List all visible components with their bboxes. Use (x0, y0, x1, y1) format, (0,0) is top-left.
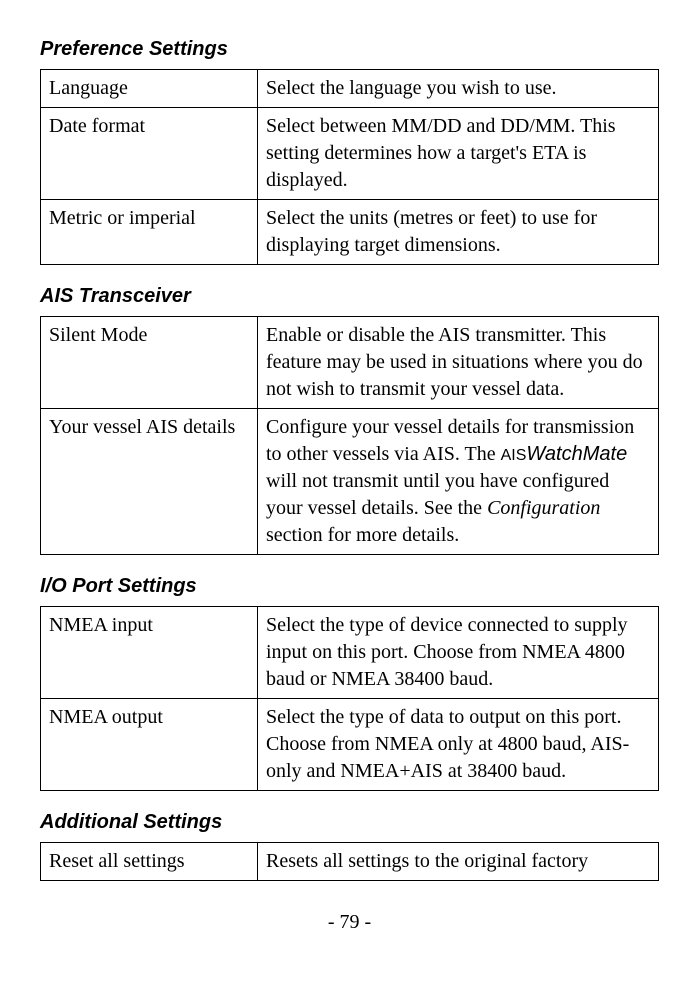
section-heading: I/O Port Settings (40, 573, 659, 600)
setting-desc: Resets all settings to the original fact… (258, 843, 659, 881)
table-row: Reset all settings Resets all settings t… (41, 843, 659, 881)
setting-desc: Select the units (metres or feet) to use… (258, 200, 659, 265)
page-number: - 79 - (40, 909, 659, 936)
table-row: Silent Mode Enable or disable the AIS tr… (41, 317, 659, 409)
settings-table: Language Select the language you wish to… (40, 69, 659, 265)
section-heading: Preference Settings (40, 36, 659, 63)
setting-desc: Select between MM/DD and DD/MM. This set… (258, 108, 659, 200)
setting-label: NMEA output (41, 699, 258, 791)
setting-label: Reset all settings (41, 843, 258, 881)
watchmate-text: WatchMate (526, 443, 627, 465)
section-heading: Additional Settings (40, 809, 659, 836)
section-io-port-settings: I/O Port Settings NMEA input Select the … (40, 573, 659, 791)
setting-label: Metric or imperial (41, 200, 258, 265)
setting-desc: Configure your vessel details for transm… (258, 409, 659, 555)
setting-label: Silent Mode (41, 317, 258, 409)
section-preference-settings: Preference Settings Language Select the … (40, 36, 659, 265)
desc-text: section for more details. (266, 524, 459, 546)
setting-desc: Select the type of device connected to s… (258, 607, 659, 699)
setting-label: NMEA input (41, 607, 258, 699)
table-row: Metric or imperial Select the units (met… (41, 200, 659, 265)
settings-table: Silent Mode Enable or disable the AIS tr… (40, 316, 659, 555)
settings-table: NMEA input Select the type of device con… (40, 606, 659, 791)
table-row: NMEA input Select the type of device con… (41, 607, 659, 699)
table-row: Date format Select between MM/DD and DD/… (41, 108, 659, 200)
setting-desc: Select the type of data to output on thi… (258, 699, 659, 791)
table-row: Language Select the language you wish to… (41, 70, 659, 108)
setting-label: Your vessel AIS details (41, 409, 258, 555)
section-ais-transceiver: AIS Transceiver Silent Mode Enable or di… (40, 283, 659, 555)
setting-desc: Select the language you wish to use. (258, 70, 659, 108)
ais-prefix: AIS (501, 447, 527, 464)
section-heading: AIS Transceiver (40, 283, 659, 310)
table-row: NMEA output Select the type of data to o… (41, 699, 659, 791)
setting-label: Date format (41, 108, 258, 200)
table-row: Your vessel AIS details Configure your v… (41, 409, 659, 555)
settings-table: Reset all settings Resets all settings t… (40, 842, 659, 881)
section-additional-settings: Additional Settings Reset all settings R… (40, 809, 659, 881)
configuration-ref: Configuration (487, 497, 600, 519)
setting-desc: Enable or disable the AIS transmitter. T… (258, 317, 659, 409)
setting-label: Language (41, 70, 258, 108)
